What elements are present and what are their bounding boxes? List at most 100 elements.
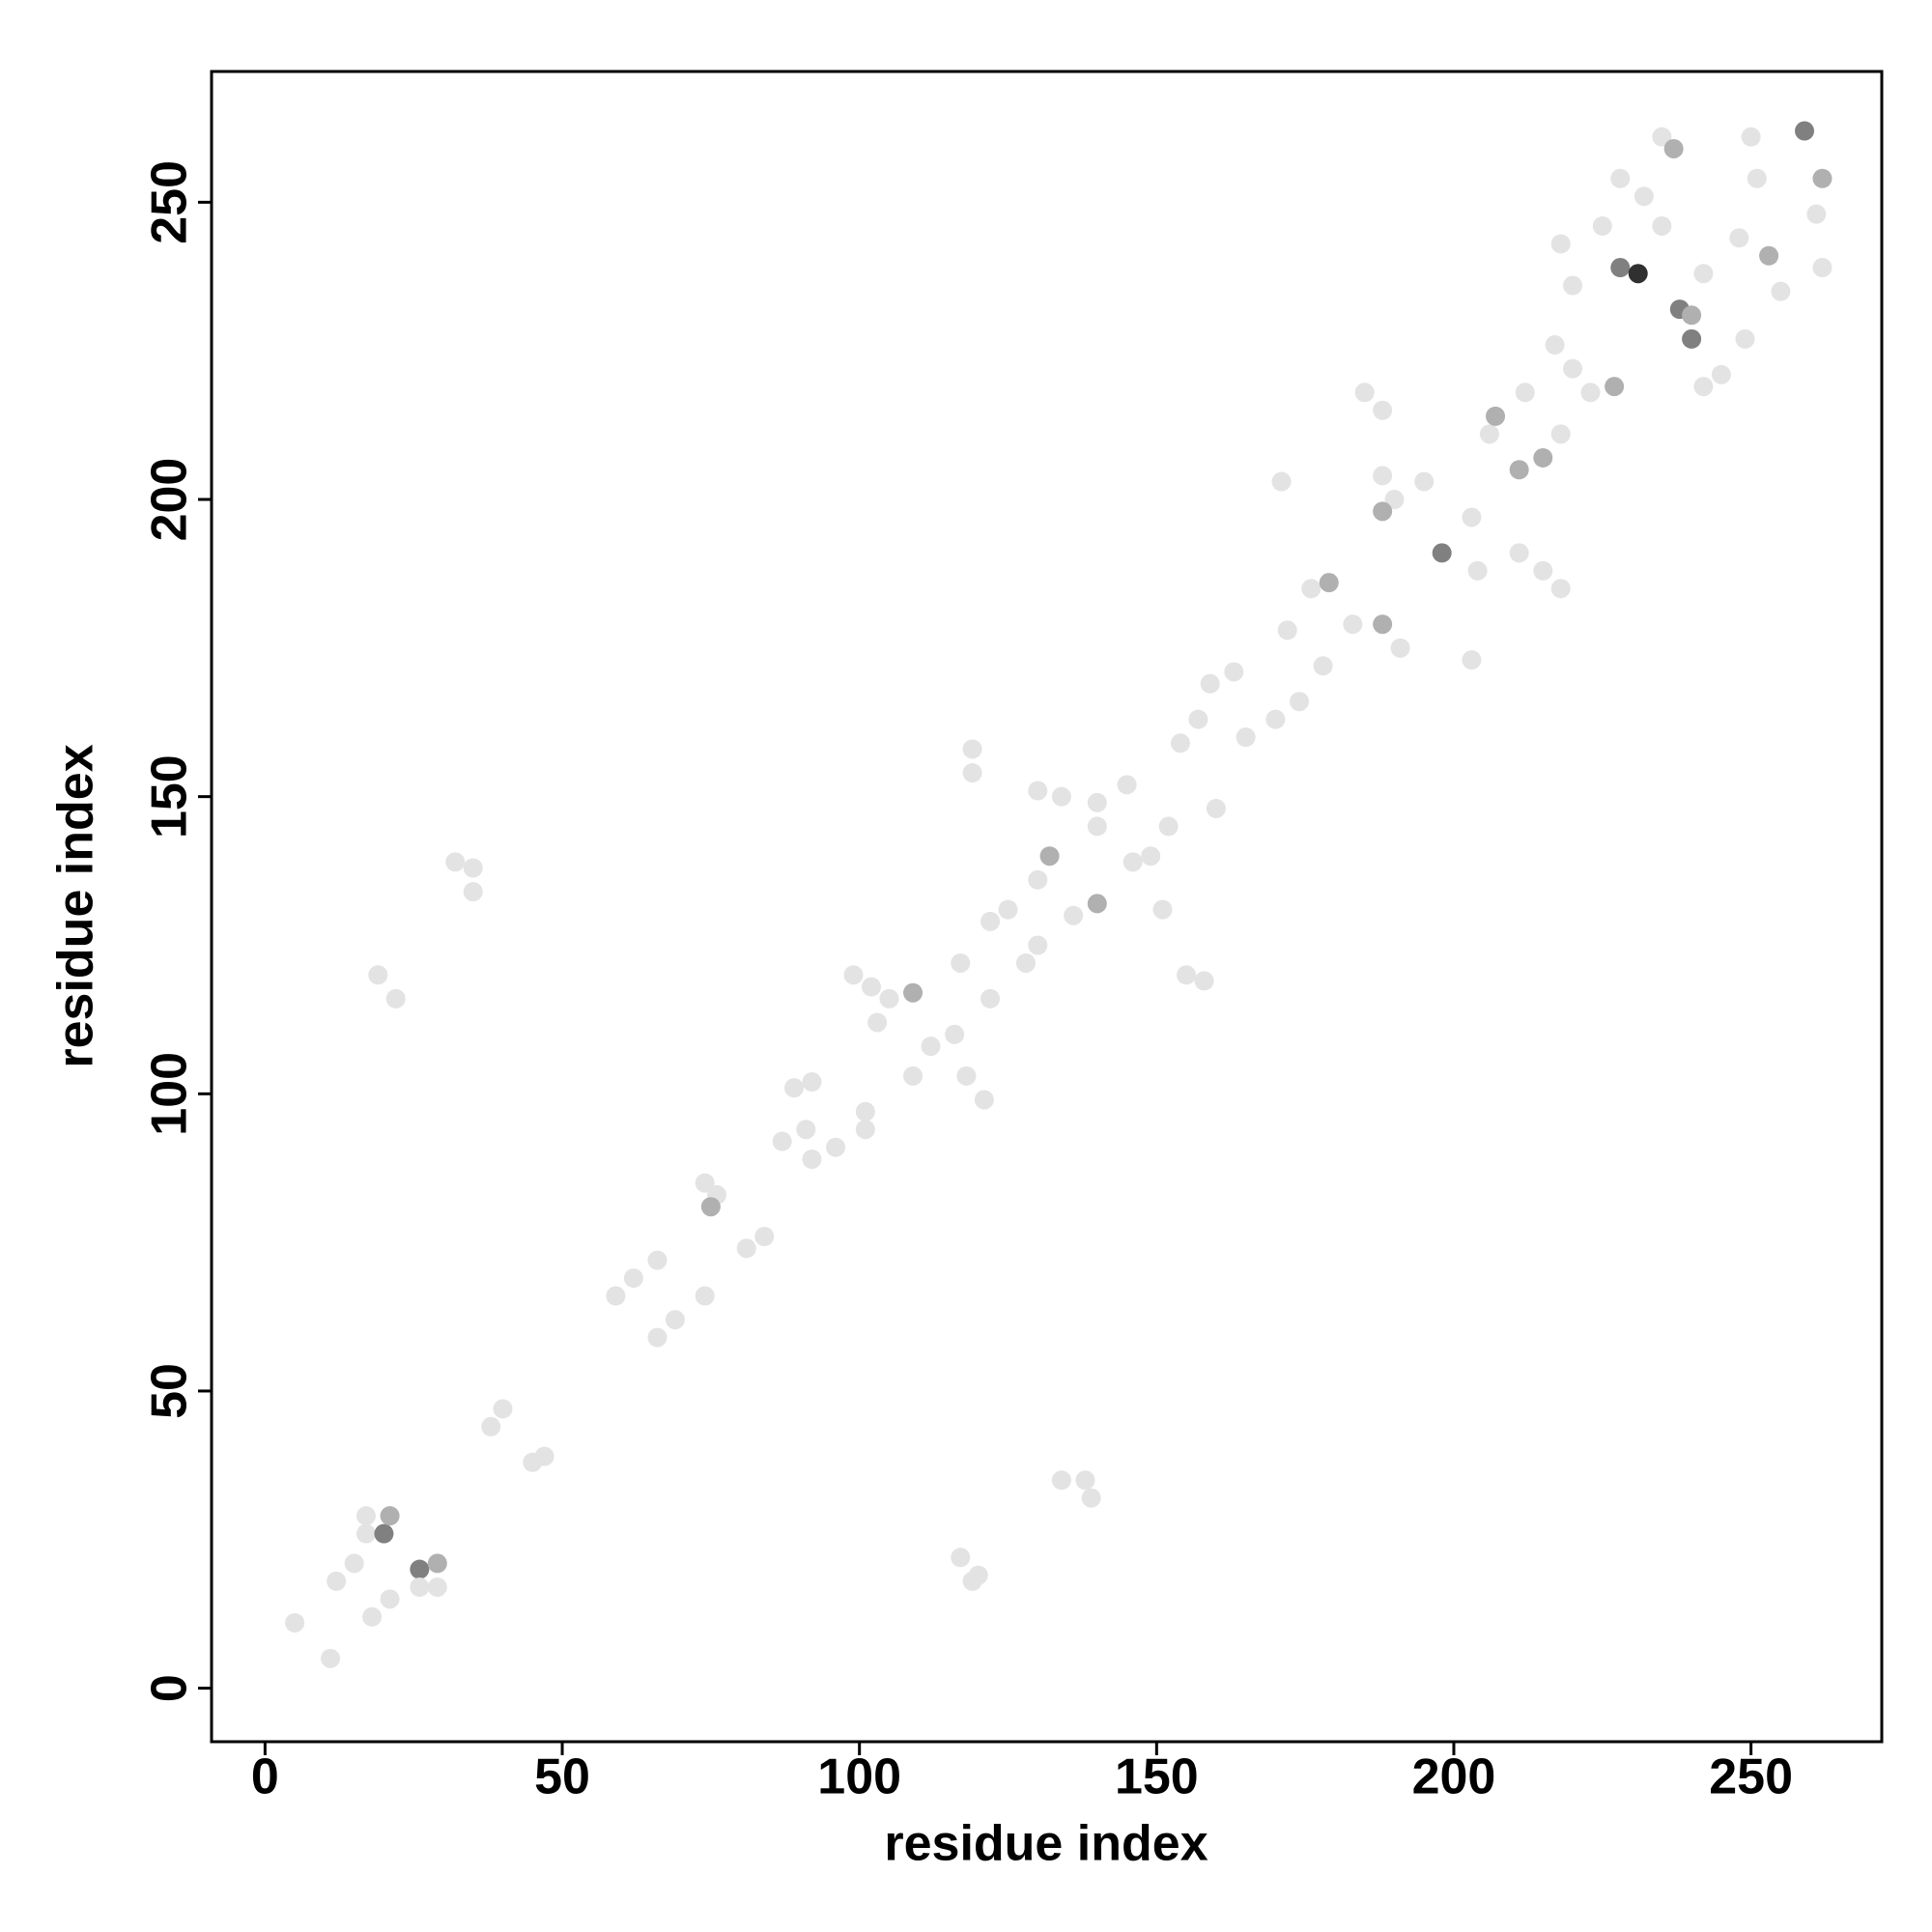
point	[1741, 127, 1761, 147]
point	[623, 1268, 643, 1289]
point	[1265, 709, 1286, 729]
point	[1812, 258, 1833, 278]
point	[1224, 662, 1244, 682]
point	[665, 1310, 685, 1330]
point	[1087, 792, 1107, 812]
point	[1533, 447, 1553, 468]
point	[855, 1120, 875, 1140]
point	[463, 882, 483, 902]
point	[1467, 560, 1488, 581]
point	[951, 1548, 971, 1568]
point	[1206, 798, 1226, 818]
point	[1319, 573, 1339, 593]
plot-frame	[210, 70, 1884, 1744]
point	[1592, 215, 1612, 236]
point	[1486, 406, 1506, 426]
point	[1117, 775, 1137, 795]
point	[445, 852, 466, 872]
point	[410, 1577, 430, 1598]
point	[647, 1250, 668, 1270]
point	[1806, 204, 1827, 224]
point	[1313, 656, 1333, 676]
point	[463, 858, 483, 878]
point	[1373, 400, 1393, 420]
point	[1343, 614, 1363, 635]
point	[1354, 383, 1375, 403]
point	[796, 1120, 816, 1140]
point	[1177, 965, 1197, 985]
point	[736, 1238, 756, 1259]
point	[1795, 121, 1815, 141]
point	[1039, 846, 1060, 867]
point	[1015, 952, 1036, 973]
point	[1081, 1488, 1101, 1508]
point	[1141, 846, 1161, 867]
point	[1290, 692, 1310, 712]
point	[1087, 816, 1107, 837]
point	[1236, 727, 1256, 748]
point	[826, 1137, 846, 1157]
point	[380, 1589, 400, 1609]
x-tick-label: 250	[1709, 1749, 1793, 1805]
point	[867, 1012, 888, 1033]
point	[1479, 424, 1499, 444]
point	[647, 1327, 668, 1348]
point	[1188, 709, 1208, 729]
point	[1277, 620, 1297, 640]
point	[1682, 305, 1702, 326]
point	[285, 1612, 305, 1633]
point	[951, 952, 971, 973]
point	[355, 1506, 376, 1526]
point	[962, 739, 982, 759]
point	[1509, 543, 1529, 563]
point	[355, 1523, 376, 1544]
x-tick-label: 0	[251, 1749, 279, 1805]
point	[1628, 264, 1648, 284]
point	[1087, 894, 1107, 914]
point	[772, 1131, 792, 1151]
point	[1271, 471, 1292, 492]
point	[968, 1565, 988, 1585]
point	[1634, 186, 1654, 207]
point	[1605, 377, 1625, 397]
point	[903, 982, 923, 1003]
point	[1812, 168, 1833, 188]
point	[1462, 507, 1482, 527]
point	[1563, 275, 1583, 296]
point	[1075, 1470, 1095, 1491]
point	[962, 763, 982, 783]
y-tick-label: 50	[142, 1363, 198, 1419]
point	[1373, 501, 1393, 522]
point	[980, 911, 1001, 931]
point	[1373, 614, 1393, 635]
point	[385, 988, 406, 1009]
point	[855, 1101, 875, 1122]
point	[1122, 852, 1143, 872]
point	[1580, 383, 1601, 403]
point	[1652, 127, 1672, 147]
point	[1533, 560, 1553, 581]
point	[903, 1065, 923, 1086]
x-tick-label: 50	[534, 1749, 590, 1805]
point	[843, 965, 864, 985]
point	[1729, 228, 1749, 248]
point	[1028, 869, 1048, 890]
point	[606, 1286, 626, 1306]
point	[783, 1078, 804, 1098]
point	[1509, 460, 1529, 480]
point	[1711, 364, 1731, 384]
point	[1771, 281, 1791, 301]
point	[980, 988, 1001, 1009]
point	[1373, 466, 1393, 486]
point	[1663, 138, 1684, 158]
y-tick-label: 250	[142, 160, 198, 244]
point	[1194, 971, 1214, 991]
point	[1610, 258, 1631, 278]
point	[879, 988, 899, 1009]
point	[1200, 673, 1220, 694]
point	[1064, 905, 1084, 925]
point	[427, 1553, 447, 1574]
point	[1051, 786, 1071, 807]
point	[410, 1559, 430, 1579]
